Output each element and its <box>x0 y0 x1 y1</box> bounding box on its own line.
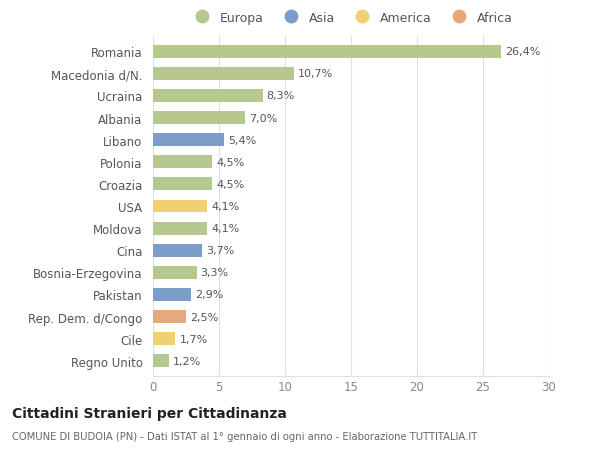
Text: 1,2%: 1,2% <box>173 356 201 366</box>
Text: Cittadini Stranieri per Cittadinanza: Cittadini Stranieri per Cittadinanza <box>12 406 287 420</box>
Text: 4,5%: 4,5% <box>217 157 245 168</box>
Legend: Europa, Asia, America, Africa: Europa, Asia, America, Africa <box>187 9 515 27</box>
Text: 10,7%: 10,7% <box>298 69 334 79</box>
Text: 26,4%: 26,4% <box>505 47 541 57</box>
Text: 3,7%: 3,7% <box>206 246 234 256</box>
Bar <box>153 178 212 191</box>
Text: COMUNE DI BUDOIA (PN) - Dati ISTAT al 1° gennaio di ogni anno - Elaborazione TUT: COMUNE DI BUDOIA (PN) - Dati ISTAT al 1°… <box>12 431 477 442</box>
Bar <box>153 310 186 323</box>
Bar <box>153 46 502 59</box>
Bar <box>153 112 245 125</box>
Bar <box>153 244 202 257</box>
Text: 5,4%: 5,4% <box>228 135 256 146</box>
Bar <box>153 266 197 279</box>
Bar <box>153 332 175 345</box>
Bar <box>153 200 207 213</box>
Text: 4,1%: 4,1% <box>211 202 239 212</box>
Text: 2,9%: 2,9% <box>195 290 224 300</box>
Bar <box>153 68 294 81</box>
Text: 2,5%: 2,5% <box>190 312 218 322</box>
Bar <box>153 156 212 169</box>
Bar <box>153 354 169 367</box>
Text: 3,3%: 3,3% <box>200 268 229 278</box>
Text: 4,1%: 4,1% <box>211 224 239 234</box>
Text: 7,0%: 7,0% <box>250 113 278 123</box>
Bar <box>153 288 191 301</box>
Bar <box>153 134 224 147</box>
Text: 4,5%: 4,5% <box>217 179 245 190</box>
Bar <box>153 222 207 235</box>
Text: 1,7%: 1,7% <box>179 334 208 344</box>
Text: 8,3%: 8,3% <box>266 91 295 101</box>
Bar <box>153 90 263 103</box>
